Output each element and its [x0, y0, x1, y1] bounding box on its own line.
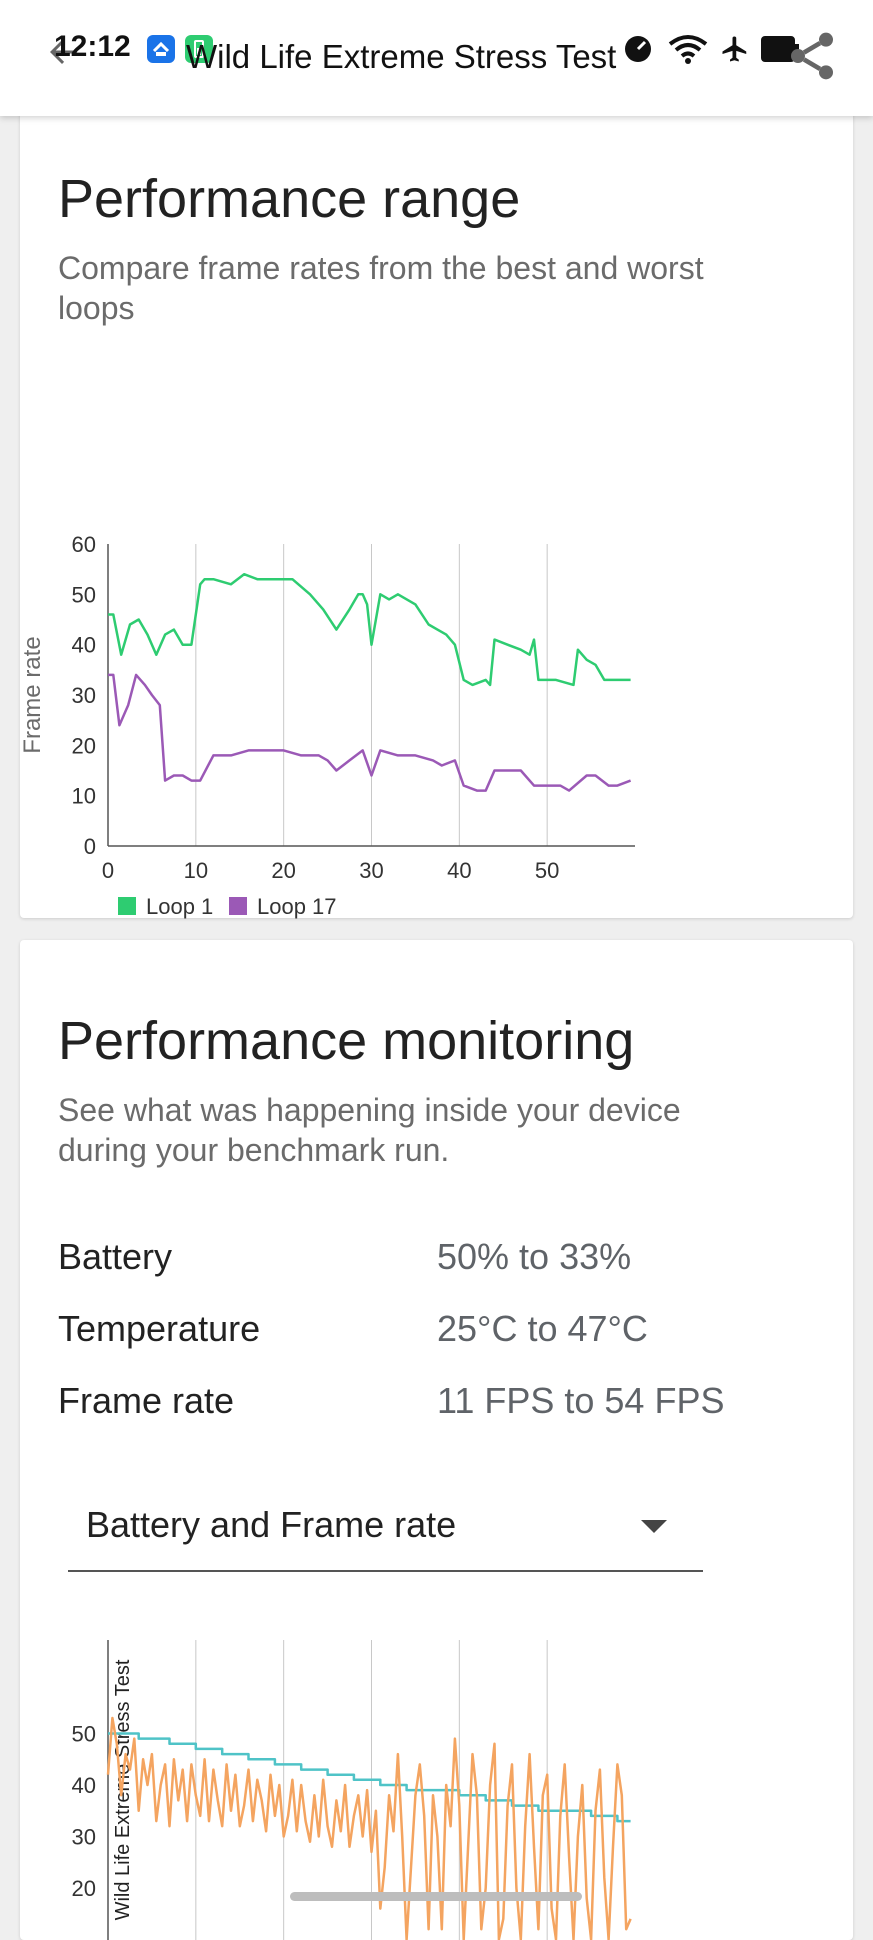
wifi-icon [668, 35, 708, 64]
x-tick-label: 20 [271, 858, 295, 883]
x-tick-label: 40 [447, 858, 471, 883]
series-line-battery [108, 1732, 631, 1823]
dropdown-caret-icon [641, 1520, 667, 1533]
series-line-loop-17 [108, 673, 632, 792]
metric-value-frame-rate: 11 FPS to 54 FPS [437, 1380, 725, 1421]
y-tick-label: 10 [72, 784, 96, 809]
metric-label-battery: Battery [58, 1236, 173, 1277]
legend-swatch [229, 897, 247, 915]
chart-metric-select[interactable]: Battery and Frame rate [68, 1480, 703, 1572]
performance-monitoring-card: Performance monitoring See what was happ… [20, 940, 853, 1940]
data-saver-icon [625, 36, 651, 62]
performance-range-subtitle: Compare frame rates from the best and wo… [58, 250, 704, 326]
gesture-handle[interactable] [290, 1892, 582, 1901]
app-bar-title: Wild Life Extreme Stress Test [186, 38, 617, 75]
metric-label-temperature: Temperature [58, 1308, 261, 1349]
y-tick-label: 60 [72, 532, 96, 557]
y-tick-label: 0 [84, 834, 96, 859]
share-icon[interactable] [784, 28, 840, 84]
performance-range-card: Performance range Compare frame rates fr… [20, 100, 853, 919]
metric-value-battery: 50% to 33% [437, 1236, 632, 1277]
y-tick-label: 50 [72, 1722, 96, 1747]
x-tick-label: 50 [535, 858, 559, 883]
legend-label: Loop 1 [146, 894, 213, 919]
y-tick-label: 20 [72, 733, 96, 758]
x-tick-label: 0 [102, 858, 114, 883]
y-tick-label: 40 [72, 1773, 96, 1798]
y-tick-label: 30 [72, 683, 96, 708]
battery-notification-icon [185, 35, 213, 63]
performance-range-title: Performance range [58, 169, 521, 229]
performance-monitoring-subtitle: See what was happening inside your devic… [58, 1092, 681, 1168]
app-notification-icon [147, 35, 175, 63]
x-tick-label: 30 [359, 858, 383, 883]
airplane-mode-icon [722, 36, 747, 62]
back-arrow-icon[interactable] [44, 34, 80, 70]
series-line-frame-rate [106, 1716, 632, 1940]
app-bar: 12:12 Wild Life Extreme Stress Test [0, 0, 873, 116]
status-time: 12:12 [54, 30, 131, 63]
legend-label: Loop 17 [257, 894, 337, 919]
battery-icon [761, 36, 799, 62]
x-tick-label: 10 [184, 858, 208, 883]
chart-metric-select-value: Battery and Frame rate [86, 1504, 457, 1545]
legend-swatch [118, 897, 136, 915]
y-tick-label: 20 [72, 1876, 96, 1901]
series-line-loop-1 [108, 572, 631, 687]
metric-label-frame-rate: Frame rate [58, 1380, 235, 1421]
metric-value-temperature: 25°C to 47°C [437, 1308, 648, 1349]
y-tick-label: 50 [72, 582, 96, 607]
performance-monitoring-title: Performance monitoring [58, 1011, 635, 1071]
y-axis-label: Frame rate [20, 636, 46, 753]
y-tick-label: 30 [72, 1825, 96, 1850]
y-tick-label: 40 [72, 633, 96, 658]
